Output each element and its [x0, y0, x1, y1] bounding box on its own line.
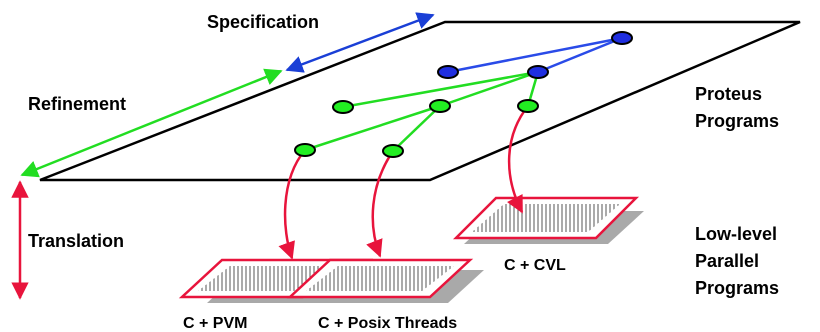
label-lowlevel-line2: Parallel — [695, 251, 759, 271]
label-lowlevel-line1: Low-level — [695, 224, 777, 244]
tree-edge — [392, 105, 441, 152]
mapping-arrow — [366, 150, 395, 258]
mapping-arrow — [507, 105, 529, 214]
label-specification: Specification — [207, 12, 319, 32]
label-refinement: Refinement — [28, 94, 126, 114]
specification-arrow — [285, 12, 435, 73]
tree-edge — [537, 36, 623, 74]
tree-nodes — [294, 31, 633, 158]
label-lowlevel-line3: Programs — [695, 278, 779, 298]
slab-cvl — [452, 196, 644, 244]
tree-edge — [304, 104, 441, 152]
mapping-arrow — [278, 149, 306, 260]
node-green — [429, 99, 451, 113]
refinement-arrow — [20, 68, 283, 178]
node-green — [294, 143, 316, 157]
node-blue — [611, 31, 633, 45]
tree-edge — [439, 70, 539, 108]
tree-edge — [447, 36, 623, 74]
node-green — [332, 100, 354, 114]
label-target-cvl: C + CVL — [504, 257, 566, 274]
label-proteus-line1: Proteus — [695, 84, 762, 104]
tree-edge — [342, 70, 539, 109]
label-target-pvm: C + PVM — [183, 315, 247, 332]
proteus-plane — [39, 20, 801, 182]
node-green — [517, 99, 539, 113]
label-proteus-line2: Programs — [695, 111, 779, 131]
node-blue — [437, 65, 459, 79]
slab-posix — [286, 258, 484, 303]
tree-edges — [304, 36, 623, 152]
label-target-posix: C + Posix Threads — [318, 315, 457, 332]
node-green — [382, 144, 404, 158]
label-translation: Translation — [28, 231, 124, 251]
node-blue — [527, 65, 549, 79]
